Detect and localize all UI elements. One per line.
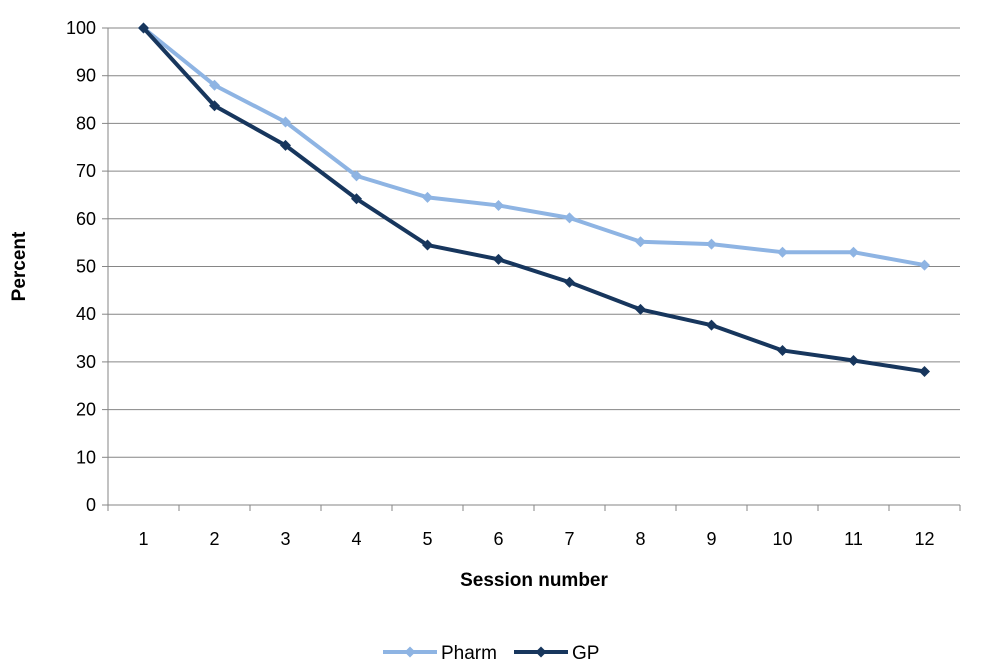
series-line xyxy=(142,26,925,374)
legend-label: Pharm xyxy=(441,643,497,660)
y-tick-label: 20 xyxy=(76,400,96,420)
series-gp xyxy=(138,22,930,377)
data-point xyxy=(280,116,291,128)
data-point xyxy=(351,193,362,205)
y-tick-label: 100 xyxy=(66,18,96,38)
x-tick-label: 12 xyxy=(914,529,934,549)
data-point xyxy=(493,199,504,211)
gridlines xyxy=(108,27,960,458)
x-tick-label: 7 xyxy=(564,529,574,549)
series-pharm xyxy=(138,22,930,271)
x-tick-label: 6 xyxy=(493,529,503,549)
y-tick-label: 60 xyxy=(76,209,96,229)
legend-label: GP xyxy=(572,643,599,660)
data-point xyxy=(351,170,362,182)
y-tick-label: 10 xyxy=(76,447,96,467)
data-point xyxy=(564,276,575,288)
data-point xyxy=(209,79,220,91)
y-tick-label: 30 xyxy=(76,352,96,372)
legend-item-gp: GP xyxy=(514,643,599,660)
data-point xyxy=(209,100,220,112)
legend: Pharm GP xyxy=(383,643,599,660)
data-point xyxy=(493,253,504,265)
x-tick-label: 1 xyxy=(138,529,148,549)
y-tick-label: 80 xyxy=(76,113,96,133)
data-point xyxy=(280,139,291,151)
data-point xyxy=(422,191,433,203)
x-tick-label: 2 xyxy=(209,529,219,549)
data-point xyxy=(848,354,859,366)
y-tick-label: 90 xyxy=(76,66,96,86)
data-point xyxy=(706,319,717,331)
data-point xyxy=(777,246,788,258)
y-tick-label: 0 xyxy=(86,495,96,515)
data-point xyxy=(564,212,575,224)
y-axis-title: Percent xyxy=(9,231,30,301)
x-tick-label: 5 xyxy=(422,529,432,549)
y-axis-ticks: 0 10 20 30 40 50 60 70 80 90 100 xyxy=(66,18,108,515)
series-line xyxy=(142,26,925,268)
x-axis-title: Session number xyxy=(460,570,608,591)
x-tick-label: 3 xyxy=(280,529,290,549)
legend-marker xyxy=(535,646,547,658)
y-tick-label: 50 xyxy=(76,257,96,277)
data-point xyxy=(848,246,859,258)
data-point xyxy=(138,22,149,34)
series-layer xyxy=(138,22,930,377)
data-point xyxy=(919,259,930,271)
data-point xyxy=(422,239,433,251)
data-point xyxy=(635,236,646,248)
x-tick-label: 4 xyxy=(351,529,361,549)
x-axis-ticks: 1 2 3 4 5 6 7 8 9 10 11 12 xyxy=(107,505,961,549)
x-tick-label: 8 xyxy=(635,529,645,549)
data-point xyxy=(919,365,930,377)
y-tick-label: 70 xyxy=(76,161,96,181)
data-point xyxy=(777,344,788,356)
legend-marker xyxy=(404,646,416,658)
x-tick-label: 10 xyxy=(772,529,792,549)
data-point xyxy=(706,238,717,250)
legend-item-pharm: Pharm xyxy=(383,643,497,660)
x-tick-label: 11 xyxy=(844,529,863,549)
data-point xyxy=(635,303,646,315)
x-tick-label: 9 xyxy=(706,529,716,549)
y-tick-label: 40 xyxy=(76,304,96,324)
